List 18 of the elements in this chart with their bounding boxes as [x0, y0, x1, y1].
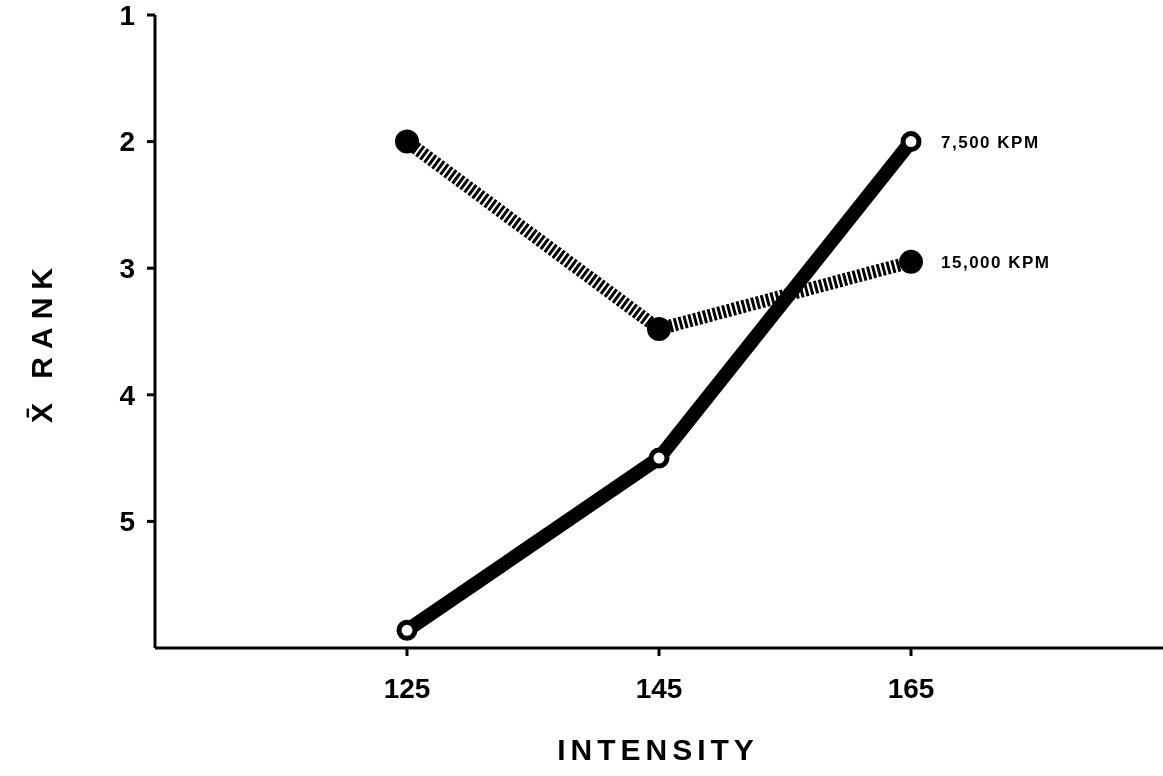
series-label: 7,500 KPM — [941, 132, 1040, 152]
y-tick-label: 5 — [119, 506, 135, 538]
y-tick-label: 3 — [119, 253, 135, 284]
y-tick-label: 2 — [119, 126, 135, 158]
y-tick-label: 1 — [119, 0, 135, 31]
point — [395, 129, 419, 154]
y-axis-title: X̄ RANK — [25, 259, 58, 424]
point — [648, 447, 670, 469]
series-label: 15,000 KPM — [941, 252, 1051, 272]
x-tick-label: 145 — [635, 673, 683, 704]
point — [899, 249, 923, 274]
point — [396, 619, 418, 641]
x-tick-label: 165 — [887, 673, 935, 704]
point — [900, 131, 922, 153]
y-tick-label: 4 — [119, 379, 136, 411]
x-axis-title: INTENSITY — [557, 733, 759, 766]
x-tick-label: 125 — [383, 673, 431, 704]
point — [647, 316, 671, 341]
